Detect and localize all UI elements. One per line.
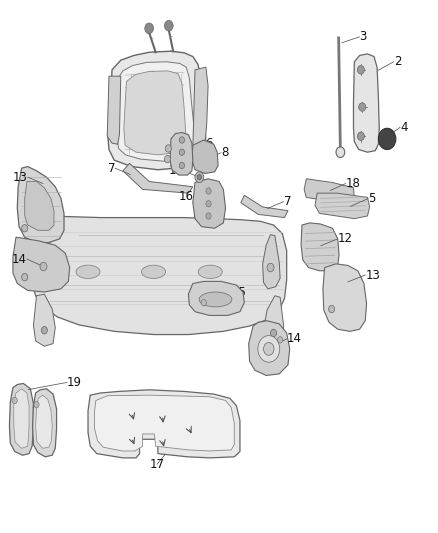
Circle shape [357,66,364,74]
Polygon shape [95,395,234,451]
Circle shape [378,128,396,150]
Text: 15: 15 [231,286,246,298]
Ellipse shape [199,292,232,307]
Polygon shape [323,264,367,332]
Text: 3: 3 [360,30,367,43]
Text: 19: 19 [67,376,82,389]
Text: 4: 4 [400,120,408,134]
Circle shape [271,329,277,337]
Text: 8: 8 [221,146,229,159]
Circle shape [206,213,211,219]
Circle shape [40,262,47,271]
Circle shape [359,103,366,111]
Polygon shape [192,140,218,173]
Polygon shape [304,179,354,203]
Polygon shape [193,67,208,152]
Text: 9: 9 [145,138,152,151]
Circle shape [197,174,201,180]
Circle shape [179,163,184,168]
Circle shape [258,336,280,362]
Circle shape [34,401,39,408]
Polygon shape [35,232,54,285]
Polygon shape [32,389,57,457]
Text: 10: 10 [168,164,183,177]
Polygon shape [123,164,193,193]
Polygon shape [315,193,370,219]
Text: 2: 2 [394,55,401,68]
Polygon shape [353,54,379,152]
Polygon shape [30,215,287,335]
Polygon shape [33,294,55,346]
Text: 7: 7 [284,195,291,208]
Polygon shape [107,76,121,144]
Polygon shape [13,237,70,292]
Text: 14: 14 [287,332,302,345]
Polygon shape [14,389,29,448]
Circle shape [21,273,28,281]
Ellipse shape [76,265,100,278]
Polygon shape [188,281,244,316]
Text: 14: 14 [12,253,27,265]
Text: 7: 7 [108,161,115,175]
Circle shape [328,305,335,313]
Circle shape [206,188,211,194]
Text: 13: 13 [365,269,380,281]
Circle shape [206,200,211,207]
Polygon shape [88,390,240,458]
Polygon shape [17,166,64,243]
Polygon shape [193,179,226,228]
Polygon shape [124,71,186,155]
Circle shape [164,156,170,163]
Circle shape [21,224,28,232]
Text: 12: 12 [338,232,353,245]
Circle shape [179,137,184,143]
Polygon shape [264,296,284,348]
Text: 1: 1 [149,70,157,83]
Circle shape [195,172,204,182]
Circle shape [41,327,47,334]
Circle shape [164,20,173,31]
Circle shape [145,23,153,34]
Text: 18: 18 [346,177,360,190]
Polygon shape [108,51,206,169]
Ellipse shape [141,265,166,278]
Polygon shape [241,195,288,217]
Circle shape [264,343,274,356]
Text: 17: 17 [149,458,165,471]
Circle shape [278,337,283,343]
Text: 13: 13 [13,171,28,184]
Circle shape [165,145,171,152]
Circle shape [267,263,274,272]
Polygon shape [35,395,52,448]
Circle shape [201,300,206,306]
Ellipse shape [198,265,222,278]
Polygon shape [117,62,195,161]
Polygon shape [301,223,339,271]
Text: 6: 6 [205,136,212,150]
Polygon shape [249,321,290,375]
Circle shape [357,132,364,141]
Polygon shape [170,133,193,175]
Circle shape [179,149,184,156]
Circle shape [12,397,17,403]
Polygon shape [25,181,54,230]
Circle shape [336,147,345,158]
Polygon shape [10,383,33,455]
Text: 16: 16 [179,190,194,203]
Polygon shape [263,235,280,289]
Text: 5: 5 [368,192,376,205]
